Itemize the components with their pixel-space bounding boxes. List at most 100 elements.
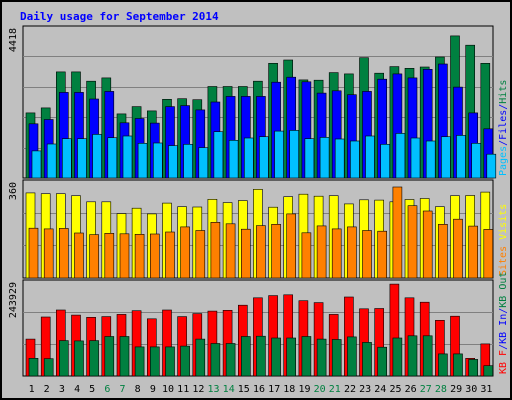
bar-sites	[119, 233, 130, 279]
x-tick-label: 1	[29, 384, 35, 395]
x-tick-label: 14	[223, 384, 235, 395]
max-value-label: 360	[8, 182, 19, 200]
bar-sites	[74, 232, 84, 279]
bar-kb-out	[453, 353, 463, 377]
x-tick-label: 21	[329, 384, 341, 395]
bar-kb-out	[241, 336, 251, 377]
bar-pages	[486, 153, 497, 179]
bar-sites	[407, 205, 418, 279]
bar-kb-out	[286, 337, 297, 377]
legend-item: /	[498, 308, 509, 314]
bar-kb-out	[150, 346, 160, 377]
bar-pages	[350, 140, 360, 179]
legend-item: KB Out	[498, 272, 509, 308]
x-axis-day-labels: 1 2 3 4 5 6 7 8 9 10 11 12 13 14 15 16 17 18 19 20 21 22 23 24 2…	[29, 384, 493, 395]
bar-pages	[92, 134, 102, 179]
x-tick-label: 17	[268, 384, 280, 395]
x-tick-label: 7	[119, 384, 125, 395]
bar-pages	[334, 138, 345, 179]
bar-kb-out	[104, 336, 115, 377]
bar-kb-out	[331, 339, 342, 377]
bar-pages	[122, 135, 133, 179]
x-tick-label: 11	[177, 384, 189, 395]
bar-pages	[365, 135, 375, 179]
bar-pages	[77, 138, 87, 179]
bar-kb-out	[43, 358, 54, 377]
bar-sites	[438, 224, 448, 279]
bar-sites	[150, 233, 160, 279]
bar-kb-out	[422, 335, 433, 377]
bar-kb-out	[58, 340, 69, 377]
bar-sites	[241, 228, 251, 279]
bar-kb-out	[407, 335, 418, 377]
bar-pages	[380, 144, 391, 179]
bar-sites	[89, 234, 99, 279]
bar-sites	[392, 186, 403, 279]
bar-pages	[46, 143, 57, 179]
bar-sites	[256, 225, 266, 279]
bar-pages	[244, 137, 254, 179]
bar-sites	[362, 230, 372, 279]
bar-kb-out	[483, 365, 494, 377]
legend-item: Pages	[498, 146, 509, 176]
x-tick-label: 30	[465, 384, 477, 395]
x-tick-label: 24	[374, 384, 386, 395]
bar-pages	[31, 150, 42, 179]
bar-pages	[183, 144, 193, 179]
bar-sites	[301, 232, 312, 279]
bar-pages	[410, 137, 421, 179]
bar-sites	[331, 228, 342, 279]
x-tick-label: 4	[74, 384, 80, 395]
bar-kb-out	[134, 346, 145, 377]
bar-pages	[395, 133, 406, 179]
bar-pages	[137, 143, 148, 179]
bar-sites	[316, 225, 327, 279]
bar-sites	[483, 229, 494, 279]
bar-kb-out	[165, 346, 175, 377]
legend-visits-sites: Sites/Visits	[498, 204, 509, 276]
bar-pages	[198, 147, 209, 179]
x-tick-label: 29	[450, 384, 462, 395]
x-tick-label: 23	[359, 384, 371, 395]
panel-visits-sites: 360 Sites/Visits	[8, 179, 509, 279]
x-tick-label: 3	[59, 384, 65, 395]
bar-sites	[286, 213, 297, 279]
x-tick-label: 28	[435, 384, 447, 395]
bar-kb-out	[316, 338, 327, 377]
bar-kb-out	[89, 340, 99, 377]
bar-sites	[347, 226, 357, 279]
x-tick-label: 8	[135, 384, 141, 395]
bar-kb-out	[28, 357, 39, 377]
legend-item: /	[498, 344, 509, 350]
x-tick-label: 12	[192, 384, 204, 395]
legend-item: KB F	[498, 350, 509, 374]
bar-pages	[107, 137, 118, 179]
max-value-label: 243929	[8, 282, 19, 318]
x-tick-label: 22	[344, 384, 356, 395]
x-tick-label: 20	[314, 384, 326, 395]
x-tick-label: 26	[405, 384, 417, 395]
bar-pages	[259, 136, 269, 179]
bar-sites	[180, 226, 190, 279]
bar-kb-out	[119, 336, 130, 377]
x-tick-label: 31	[480, 384, 492, 395]
bar-pages	[441, 136, 451, 179]
x-tick-label: 13	[207, 384, 219, 395]
bar-pages	[304, 138, 315, 179]
bar-kb-out	[256, 335, 266, 377]
legend-item: Visits	[498, 204, 509, 240]
x-tick-label: 16	[253, 384, 265, 395]
bar-sites	[225, 223, 236, 279]
bar-sites	[28, 227, 39, 279]
bar-kb-out	[438, 353, 448, 377]
legend-item: /	[498, 240, 509, 246]
bar-sites	[58, 228, 69, 279]
bar-kb-out	[210, 343, 221, 377]
bar-sites	[422, 210, 433, 279]
bar-kb-out	[195, 338, 206, 377]
bar-pages	[228, 140, 239, 179]
